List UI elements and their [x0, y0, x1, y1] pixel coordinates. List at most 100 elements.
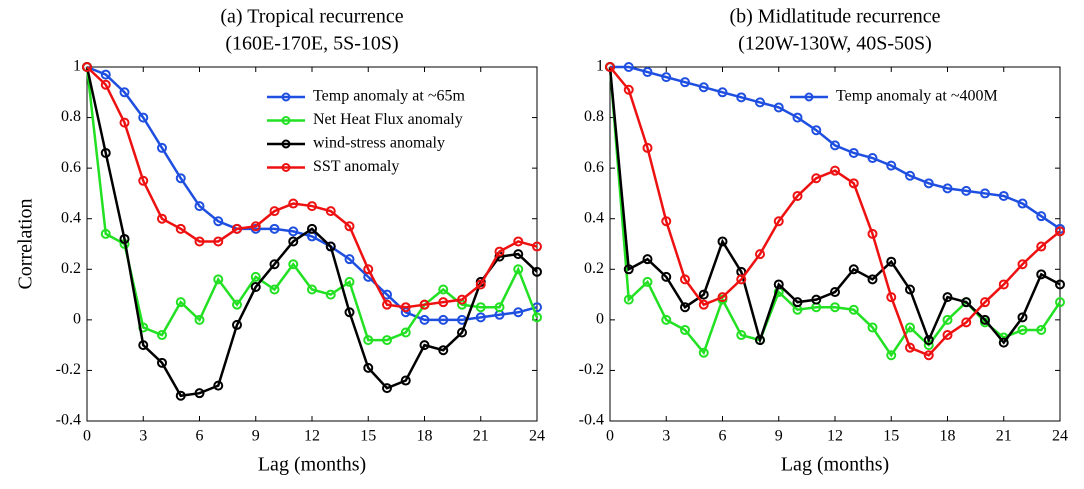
- data-point: [457, 327, 467, 338]
- data-point: [494, 302, 505, 313]
- series-line: [85, 66, 538, 398]
- data-point: [755, 97, 765, 108]
- data-point: [513, 307, 524, 318]
- data-point: [419, 314, 430, 325]
- data-point: [680, 274, 690, 285]
- data-point: [1036, 324, 1047, 335]
- data-point: [363, 362, 374, 373]
- data-point: [642, 254, 653, 265]
- data-point: [175, 297, 186, 308]
- data-point: [344, 307, 355, 318]
- data-point: [269, 259, 280, 270]
- x-tick-label: 24: [1052, 428, 1068, 445]
- data-point: [438, 345, 449, 356]
- data-point: [773, 102, 784, 113]
- data-point: [325, 289, 336, 300]
- data-point: [886, 292, 897, 303]
- legend-label: SST anomaly: [313, 158, 399, 175]
- data-point: [157, 213, 167, 224]
- data-point: [661, 314, 672, 325]
- x-tick-label: 21: [996, 428, 1012, 445]
- data-point: [1017, 312, 1028, 323]
- data-point: [942, 314, 953, 325]
- data-point: [157, 142, 167, 153]
- data-point: [100, 228, 111, 239]
- data-point: [100, 147, 111, 158]
- panel: (a) Tropical recurrence (160E-170E, 5S-10…: [15, 6, 545, 476]
- legend-label: wind-stress anomaly: [313, 135, 445, 152]
- data-point: [867, 322, 878, 333]
- data-point: [307, 284, 317, 295]
- legend-label: Net Heat Flux anomaly: [313, 111, 463, 128]
- data-point: [532, 312, 542, 323]
- data-point: [307, 201, 317, 212]
- x-tick-label: 12: [827, 428, 843, 445]
- data-point: [1036, 211, 1047, 222]
- y-axis-label: Correlation: [15, 198, 37, 289]
- data-point: [736, 92, 747, 103]
- data-point: [867, 274, 878, 285]
- data-point: [661, 271, 672, 282]
- data-point: [680, 302, 690, 313]
- data-point: [175, 223, 186, 234]
- data-point: [792, 190, 803, 201]
- data-point: [1017, 324, 1028, 335]
- x-tick-label: 0: [606, 428, 614, 445]
- x-tick-label: 18: [417, 428, 433, 445]
- data-point: [811, 125, 822, 136]
- data-point: [288, 198, 299, 209]
- data-point: [773, 279, 784, 290]
- data-point: [642, 276, 653, 287]
- data-point: [194, 314, 205, 325]
- data-point: [513, 249, 524, 260]
- y-tick-label: 0: [73, 311, 81, 328]
- data-point: [867, 228, 878, 239]
- data-point: [344, 254, 355, 265]
- data-point: [773, 216, 784, 227]
- plot-area: [609, 66, 1061, 422]
- data-point: [213, 216, 224, 227]
- data-point: [419, 299, 430, 310]
- data-point: [194, 388, 205, 399]
- y-tick-label: 0.2: [61, 260, 81, 277]
- data-point: [138, 340, 149, 351]
- data-point: [661, 72, 672, 83]
- data-point: [923, 178, 934, 189]
- legend-marker: [281, 116, 291, 125]
- data-point: [680, 77, 690, 88]
- data-point: [961, 297, 972, 308]
- data-point: [325, 206, 336, 217]
- data-point: [325, 241, 336, 252]
- data-point: [232, 319, 242, 330]
- panel: (b) Midlatitude recurrence (120W-130W, 40…: [579, 6, 1068, 476]
- data-point: [532, 241, 542, 252]
- chart-title: (b) Midlatitude recurrence: [729, 6, 940, 28]
- data-point: [269, 206, 280, 217]
- data-point: [382, 335, 392, 346]
- data-point: [830, 140, 840, 151]
- data-point: [269, 223, 280, 234]
- data-point: [363, 264, 374, 275]
- data-point: [736, 330, 747, 341]
- x-tick-label: 6: [196, 428, 204, 445]
- x-tick-label: 24: [529, 428, 545, 445]
- data-point: [923, 335, 934, 346]
- data-point: [623, 84, 634, 95]
- data-point: [213, 274, 224, 285]
- data-point: [250, 271, 261, 282]
- data-point: [905, 322, 915, 333]
- data-point: [830, 302, 840, 313]
- data-point: [1017, 198, 1028, 209]
- data-point: [1036, 269, 1047, 280]
- x-axis-label: Lag (months): [781, 454, 889, 476]
- data-point: [848, 147, 859, 158]
- data-point: [698, 299, 709, 310]
- series-line: [608, 66, 1061, 345]
- chart-subtitle: (160E-170E, 5S-10S): [225, 33, 398, 55]
- y-tick-label: 0.6: [584, 159, 604, 176]
- data-point: [382, 383, 392, 394]
- data-point: [475, 279, 486, 290]
- data-point: [848, 304, 859, 315]
- y-tick-label: -0.4: [579, 412, 604, 429]
- data-point: [848, 264, 859, 275]
